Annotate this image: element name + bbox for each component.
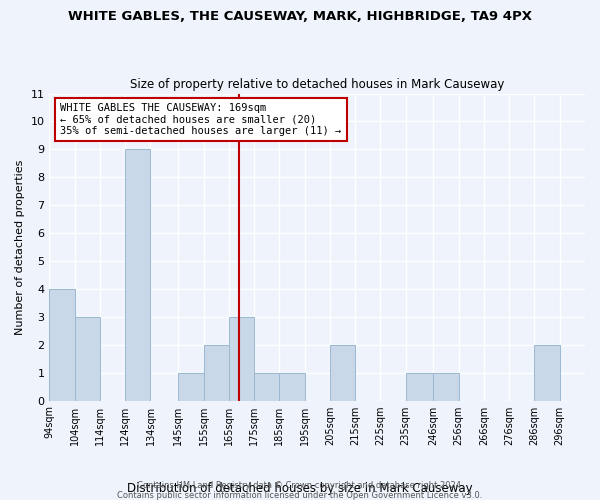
Bar [178, 372, 203, 400]
Text: Distribution of detached houses by size in Mark Causeway: Distribution of detached houses by size … [127, 482, 473, 495]
Bar [74, 317, 100, 400]
Y-axis label: Number of detached properties: Number of detached properties [15, 160, 25, 335]
Text: WHITE GABLES, THE CAUSEWAY, MARK, HIGHBRIDGE, TA9 4PX: WHITE GABLES, THE CAUSEWAY, MARK, HIGHBR… [68, 10, 532, 23]
Bar [229, 317, 254, 400]
Bar [125, 150, 151, 400]
Bar [330, 345, 355, 401]
Bar [406, 372, 433, 400]
Bar [535, 345, 560, 401]
Bar [254, 372, 280, 400]
Bar [433, 372, 458, 400]
Text: Contains HM Land Registry data © Crown copyright and database right 2024.
Contai: Contains HM Land Registry data © Crown c… [118, 480, 482, 500]
Title: Size of property relative to detached houses in Mark Causeway: Size of property relative to detached ho… [130, 78, 505, 91]
Bar [280, 372, 305, 400]
Bar [203, 345, 229, 401]
Text: WHITE GABLES THE CAUSEWAY: 169sqm
← 65% of detached houses are smaller (20)
35% : WHITE GABLES THE CAUSEWAY: 169sqm ← 65% … [60, 103, 341, 136]
Bar [49, 289, 74, 401]
